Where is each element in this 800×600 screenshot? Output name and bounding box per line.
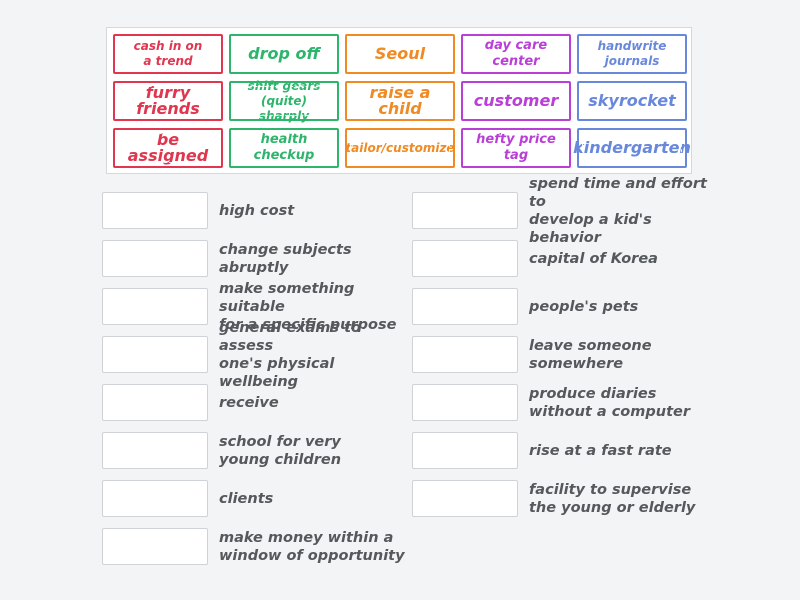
- clue-text: produce diaries without a computer: [529, 385, 691, 420]
- drop-box[interactable]: [102, 192, 208, 229]
- clue-text: general exams to assess one's physical we…: [219, 319, 361, 390]
- word-tile[interactable]: hefty price tag: [461, 128, 571, 168]
- clue-text: people's pets: [529, 298, 639, 315]
- clue-text: facility to supervise the young or elderl…: [529, 481, 696, 516]
- clue-text: rise at a fast rate: [529, 442, 672, 459]
- word-tile[interactable]: cash in on a trend: [113, 34, 223, 74]
- word-tile-label: be assigned: [127, 130, 209, 165]
- word-tile[interactable]: be assigned: [113, 128, 223, 168]
- drop-box[interactable]: [102, 288, 208, 325]
- drop-box[interactable]: [102, 480, 208, 517]
- drop-box[interactable]: [412, 336, 518, 373]
- word-bank: cash in on a trend drop off Seoul day care c…: [106, 27, 692, 174]
- word-tile-label: handwrite journals: [597, 39, 667, 68]
- word-tile[interactable]: day care center: [461, 34, 571, 74]
- word-tile-label: day care center: [484, 38, 548, 69]
- drop-box[interactable]: [102, 336, 208, 373]
- word-tile[interactable]: raise a child: [345, 81, 455, 121]
- drop-box[interactable]: [412, 192, 518, 229]
- word-tile[interactable]: tailor/customize: [345, 128, 455, 168]
- word-tile-label: cash in on a trend: [133, 39, 203, 68]
- word-tile-label: tailor/customize: [345, 141, 455, 155]
- word-tile-label: hefty price tag: [476, 132, 556, 163]
- clue-text: spend time and effort to develop a kid's …: [529, 175, 707, 246]
- drop-box[interactable]: [102, 528, 208, 565]
- clue-text: capital of Korea: [529, 250, 658, 267]
- clue-text: change subjects abruptly: [219, 241, 352, 276]
- word-tile-label: skyrocket: [588, 91, 676, 110]
- drop-box[interactable]: [412, 384, 518, 421]
- word-tile[interactable]: furry friends: [113, 81, 223, 121]
- word-tile[interactable]: handwrite journals: [577, 34, 687, 74]
- word-tile[interactable]: skyrocket: [577, 81, 687, 121]
- drop-box[interactable]: [102, 384, 208, 421]
- word-tile-label: raise a child: [369, 83, 431, 118]
- drop-box[interactable]: [412, 240, 518, 277]
- word-tile-label: furry friends: [136, 83, 200, 118]
- word-tile-label: drop off: [248, 44, 320, 63]
- clue-text: receive: [219, 394, 279, 411]
- word-tile[interactable]: health checkup: [229, 128, 339, 168]
- drop-box[interactable]: [412, 432, 518, 469]
- drop-box[interactable]: [412, 480, 518, 517]
- word-tile-label: Seoul: [374, 44, 426, 63]
- clue-text: high cost: [219, 202, 295, 219]
- drop-box[interactable]: [102, 432, 208, 469]
- word-tile[interactable]: shift gears (quite) sharply: [229, 78, 339, 123]
- word-tile[interactable]: drop off: [229, 34, 339, 74]
- clue-text: make money within a window of opportunity: [219, 529, 405, 564]
- clue-text: school for very young children: [219, 433, 342, 468]
- word-tile-label: kindergarten: [573, 138, 691, 157]
- word-tile-label: customer: [473, 91, 559, 110]
- word-tile[interactable]: Seoul: [345, 34, 455, 74]
- word-tile[interactable]: customer: [461, 81, 571, 121]
- clue-text: leave someone somewhere: [529, 337, 652, 372]
- word-tile-label: health checkup: [253, 132, 315, 163]
- clue-text: clients: [219, 490, 274, 507]
- word-tile[interactable]: kindergarten: [573, 128, 691, 168]
- drop-box[interactable]: [102, 240, 208, 277]
- word-tile-label: shift gears (quite) sharply: [247, 78, 321, 123]
- drop-box[interactable]: [412, 288, 518, 325]
